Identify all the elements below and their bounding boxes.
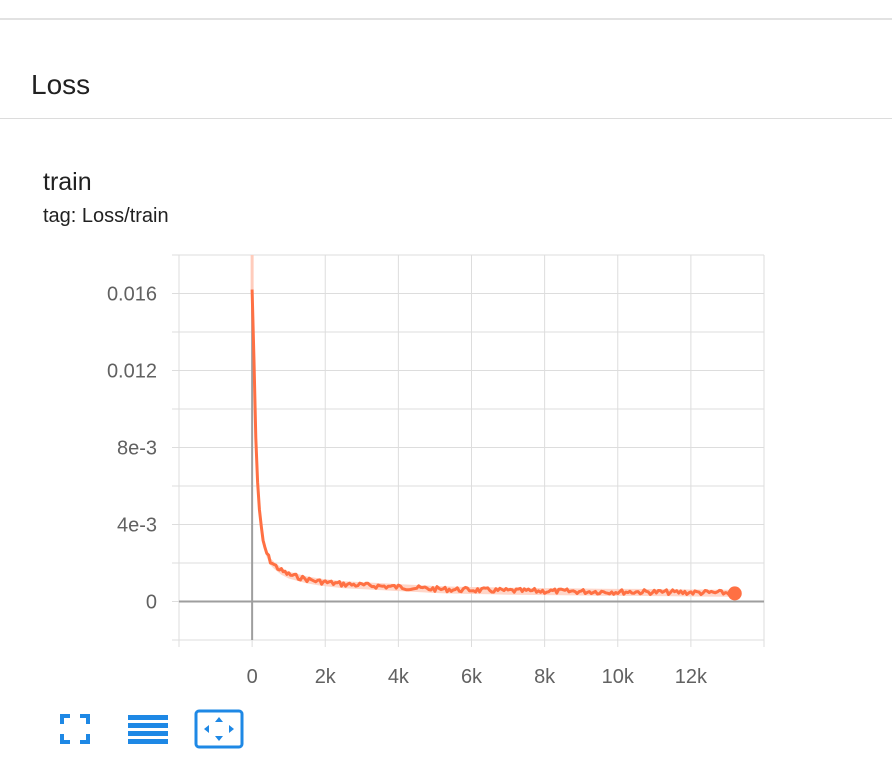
data-table-button[interactable] [126,708,174,750]
y-tick-label: 0.012 [107,361,157,383]
last-point-marker [727,586,742,601]
x-tick-label: 10k [602,666,635,688]
x-tick-label: 4k [388,666,410,688]
top-divider [0,0,892,20]
x-tick-label: 8k [534,666,556,688]
card-tag: tag: Loss/train [43,205,169,227]
group-title: Loss [31,69,91,100]
data-table-icon [126,712,170,746]
grid-lines [172,254,765,647]
loss-line-chart[interactable]: 0 2k 4k 6k 8k 10k 12k 0 4e-3 8e-3 0.012 0.016 [0,240,892,700]
y-tick-label: 8e-3 [117,438,157,460]
group-header[interactable]: Loss [0,21,892,119]
fit-domain-button[interactable] [194,708,244,750]
tick-labels: 0 2k 4k 6k 8k 10k 12k 0 4e-3 8e-3 0.012 0.016 [107,284,708,689]
x-tick-label: 2k [315,666,337,688]
fullscreen-icon [58,712,92,746]
raw-band [252,286,735,598]
loss-series-line [250,289,736,597]
card-title: train [43,168,92,196]
y-tick-label: 0 [146,592,157,614]
raw-series [250,255,735,598]
x-tick-label: 0 [247,666,258,688]
chart-toolbar [58,708,244,750]
fit-domain-icon [194,709,244,749]
fullscreen-button[interactable] [58,708,106,750]
x-tick-label: 12k [675,666,708,688]
x-tick-label: 6k [461,666,483,688]
smoothed-series [250,289,742,601]
y-tick-label: 4e-3 [117,515,157,537]
y-tick-label: 0.016 [107,284,157,306]
